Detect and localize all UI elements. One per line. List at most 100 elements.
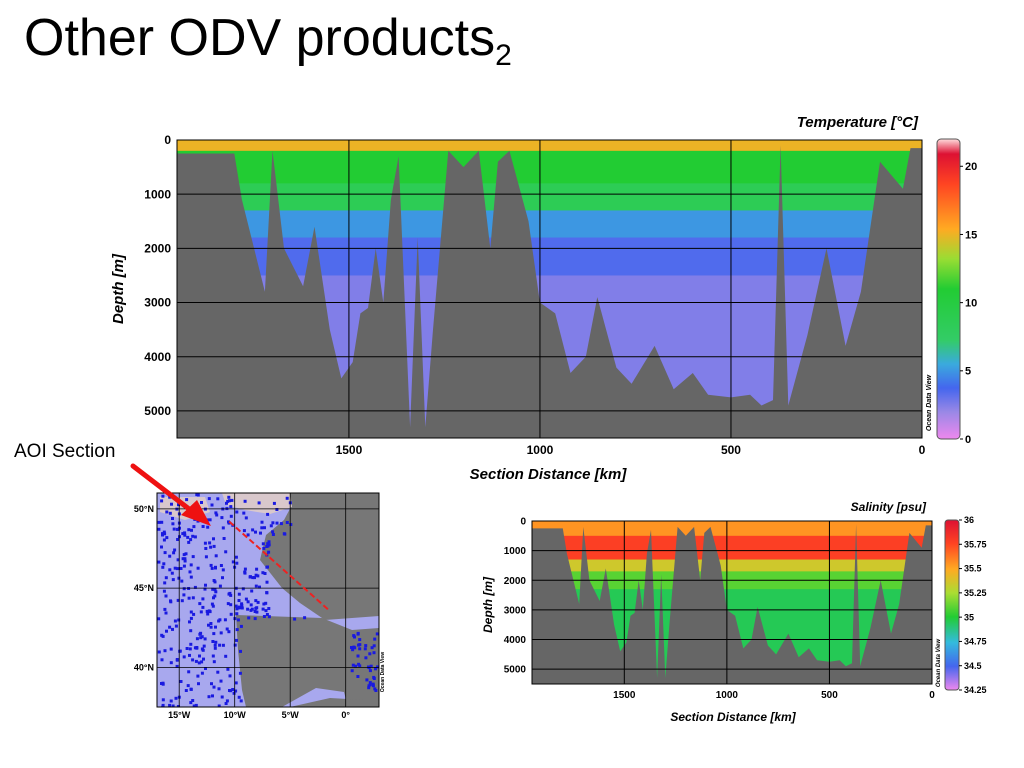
map-station: [217, 619, 221, 623]
map-station: [169, 600, 173, 604]
map-station: [214, 511, 218, 515]
map-station: [228, 499, 231, 503]
map-station: [208, 518, 212, 522]
map-station: [258, 585, 261, 589]
map-station: [172, 527, 176, 531]
map-station: [219, 631, 223, 635]
map-station: [227, 630, 231, 634]
map-station: [200, 660, 204, 664]
map-y-ticks: 50°N 45°N 40°N: [134, 504, 154, 673]
temperature-chart-title: Temperature [°C]: [797, 114, 919, 131]
map-station: [211, 587, 215, 591]
map-station: [365, 678, 369, 682]
map-station: [164, 611, 168, 615]
salinity-y-axis-label: Depth [m]: [481, 576, 495, 633]
map-station: [374, 689, 378, 692]
map-station: [161, 494, 165, 498]
map-station: [174, 696, 178, 700]
map-section-line: [228, 520, 330, 612]
map-station: [229, 603, 233, 607]
map-station: [260, 526, 264, 530]
map-station: [275, 508, 279, 511]
map-station: [203, 637, 207, 641]
map-station: [162, 589, 166, 593]
map-station: [195, 493, 199, 497]
map-station: [356, 654, 360, 658]
map-station: [191, 555, 195, 559]
map-x-ticks: 15°W 10°W 5°W 0°: [168, 710, 350, 720]
map-x-tick: 0°: [341, 710, 350, 720]
map-station: [157, 617, 161, 621]
map-station: [165, 510, 169, 514]
map-station: [204, 667, 207, 670]
map-station: [358, 647, 362, 651]
map-station: [251, 576, 255, 580]
map-station: [235, 638, 238, 642]
map-station: [242, 529, 246, 533]
map-station: [231, 560, 235, 564]
map-station: [208, 541, 212, 545]
map-station: [227, 495, 231, 499]
map-station: [248, 575, 252, 579]
map-station: [176, 538, 180, 541]
temperature-colorbar: [936, 138, 961, 440]
map-station: [363, 647, 367, 651]
map-station: [234, 555, 238, 559]
map-station: [193, 646, 197, 650]
map-station: [183, 559, 187, 563]
map-station: [212, 537, 215, 541]
map-station: [197, 682, 200, 686]
map-station: [177, 503, 180, 507]
map-station: [289, 523, 293, 526]
map-land-iberia: [236, 615, 379, 707]
map-station: [358, 638, 362, 642]
sal-cbar-tick-35.25: 35.25: [964, 588, 987, 598]
slide-title: Other ODV products2: [24, 9, 512, 72]
temp-x-tick-0: 0: [919, 443, 926, 457]
map-station: [211, 640, 215, 643]
map-station: [242, 511, 246, 515]
map-station: [230, 498, 234, 502]
map-station: [157, 527, 161, 531]
temperature-y-axis-label: Depth [m]: [110, 253, 127, 324]
map-station: [235, 612, 239, 616]
map-station: [204, 547, 208, 550]
map-station: [251, 528, 255, 532]
map-station: [217, 704, 221, 707]
map-station: [192, 612, 196, 616]
slide-title-subscript: 2: [495, 39, 512, 72]
temp-y-tick-2000: 2000: [144, 242, 171, 256]
map-station: [199, 636, 203, 640]
map-station: [231, 688, 235, 691]
temp-cbar-tick-15: 15: [965, 229, 977, 241]
map-station: [191, 658, 195, 662]
map-station: [215, 513, 219, 517]
temperature-watermark: Ocean Data View: [926, 374, 933, 431]
map-station: [161, 698, 165, 702]
map-station: [253, 576, 256, 580]
map-station: [202, 644, 206, 648]
map-station: [364, 656, 368, 660]
map-station: [261, 571, 265, 575]
map-station: [178, 649, 182, 653]
map-station: [229, 505, 233, 509]
map-station: [374, 667, 377, 671]
map-station: [188, 653, 191, 657]
temp-y-tick-4000: 4000: [144, 350, 171, 364]
map-station: [175, 658, 179, 662]
temp-layer-4: [177, 237, 922, 276]
map-x-tick: 10°W: [224, 710, 247, 720]
map-station: [371, 682, 375, 686]
map-station: [207, 497, 211, 501]
map-station: [279, 522, 283, 526]
map-station: [373, 687, 377, 691]
salinity-plot-frame: [531, 520, 933, 685]
map-station: [171, 517, 174, 520]
map-station: [264, 601, 268, 605]
temp-cbar-tick-20: 20: [965, 161, 977, 173]
map-station: [171, 578, 175, 582]
map-station: [221, 643, 225, 647]
sal-x-tick-1500: 1500: [613, 690, 636, 701]
map-station: [267, 540, 271, 544]
map-station: [376, 665, 379, 669]
